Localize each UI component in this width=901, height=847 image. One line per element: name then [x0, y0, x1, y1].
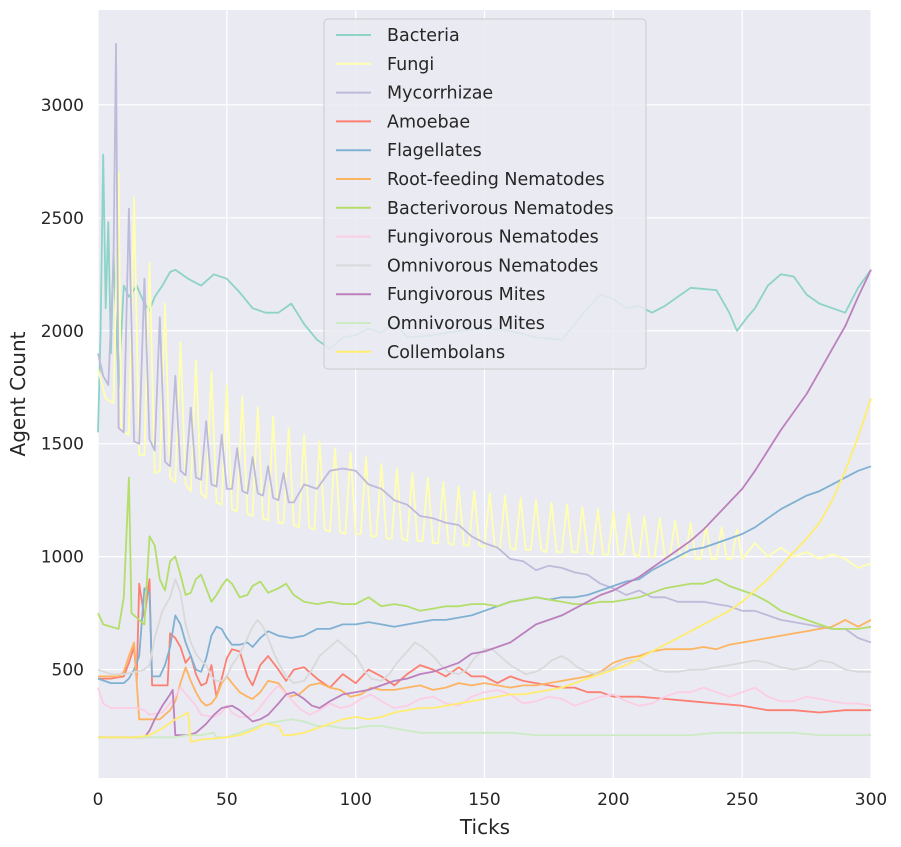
x-axis-label: Ticks [459, 815, 510, 839]
y-tick-label: 2000 [41, 322, 84, 342]
x-axis-ticks: 0 50 100 150 200 250 300 [93, 790, 888, 810]
series-line-1 [97, 171, 872, 569]
series-line-2 [97, 43, 872, 644]
y-tick-label: 1500 [41, 435, 84, 455]
legend-box [323, 18, 647, 370]
y-tick-label: 1000 [41, 548, 84, 568]
x-tick-label: 150 [468, 790, 500, 810]
legend-label: Amoebae [387, 112, 470, 132]
legend-label: Omnivorous Nematodes [387, 256, 598, 276]
legend-label: Fungivorous Mites [387, 285, 545, 305]
legend-label: Root-feeding Nematodes [387, 170, 605, 190]
series-line-4 [97, 465, 872, 684]
y-axis-ticks: 500 1000 1500 2000 2500 3000 [41, 96, 84, 681]
legend: Bacteria Fungi Mycorrhizae Amoebae Flagellat… [323, 18, 647, 370]
x-tick-label: 250 [726, 790, 758, 810]
legend-label: Collembolans [387, 343, 505, 363]
y-axis-label: Agent Count [6, 331, 30, 456]
x-tick-label: 50 [216, 790, 238, 810]
legend-label: Flagellates [387, 141, 482, 161]
series-line-11 [98, 398, 872, 743]
y-tick-label: 3000 [41, 96, 84, 116]
x-tick-label: 300 [855, 790, 887, 810]
series-line-9 [98, 269, 872, 739]
series-line-8 [97, 578, 871, 684]
series-line-10 [98, 718, 871, 739]
x-tick-label: 0 [93, 790, 104, 810]
legend-label: Omnivorous Mites [387, 314, 545, 334]
series-line-5 [98, 619, 872, 721]
x-tick-label: 200 [597, 790, 629, 810]
legend-label: Bacterivorous Nematodes [387, 199, 614, 219]
legend-label: Fungi [387, 55, 434, 75]
legend-label: Bacteria [387, 26, 460, 46]
y-tick-label: 2500 [41, 209, 84, 229]
series-line-6 [97, 476, 872, 630]
y-tick-label: 500 [52, 661, 84, 681]
legend-label: Mycorrhizae [387, 84, 493, 104]
x-tick-label: 100 [339, 790, 371, 810]
legend-label: Fungivorous Nematodes [387, 228, 599, 248]
series-line-7 [97, 684, 872, 718]
